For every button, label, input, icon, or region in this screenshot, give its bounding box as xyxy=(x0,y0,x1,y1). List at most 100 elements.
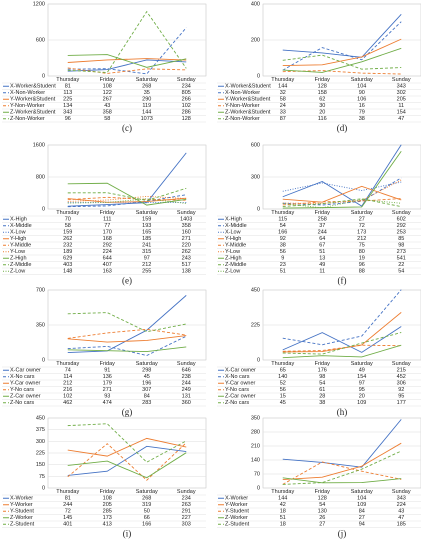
y-tick-label: 0 xyxy=(257,485,260,491)
x-tick-label: Friday xyxy=(315,77,331,83)
table-cell: 104 xyxy=(357,84,366,90)
x-tick-label: Sunday xyxy=(392,77,411,83)
y-tick-label: 0 xyxy=(42,357,45,363)
table-cell: 303 xyxy=(182,522,191,528)
series-line xyxy=(282,13,402,58)
legend-label: Y-Worker&Student xyxy=(225,97,271,103)
table-cell: 403 xyxy=(63,262,72,268)
series-line xyxy=(282,38,402,67)
table-cell: 401 xyxy=(63,522,72,528)
table-cell: 244 xyxy=(182,381,191,387)
table-cell: 51 xyxy=(280,515,286,521)
legend-label: Z-Car owner xyxy=(10,394,41,400)
table-cell: 462 xyxy=(63,400,72,406)
table-cell: 173 xyxy=(357,230,366,236)
table-cell: 158 xyxy=(318,90,327,96)
legend-label: Y-High xyxy=(10,236,26,242)
table-cell: 50 xyxy=(144,509,150,515)
table-cell: 130 xyxy=(318,509,327,515)
panel-label: (f) xyxy=(338,276,347,286)
table-cell: 644 xyxy=(103,256,112,262)
table-cell: 283 xyxy=(142,400,151,406)
series-line xyxy=(67,59,187,72)
table-cell: 35 xyxy=(144,90,150,96)
table-cell: 77 xyxy=(104,223,110,229)
series-line xyxy=(67,197,187,203)
table-cell: 56 xyxy=(280,387,286,393)
legend-label: Z-Worker xyxy=(225,515,248,521)
legend-label: X-Middle xyxy=(225,223,247,229)
y-tick-label: 0 xyxy=(42,73,45,79)
x-tick-label: Sunday xyxy=(177,489,196,495)
table-cell: 23 xyxy=(280,262,286,268)
table-cell: 81 xyxy=(65,496,71,502)
y-tick-label: 350 xyxy=(36,322,45,328)
panel-label: (h) xyxy=(337,407,348,417)
table-cell: 13 xyxy=(319,256,325,262)
y-tick-label: 140 xyxy=(251,457,260,463)
legend-label: X-Car owner xyxy=(10,368,41,374)
table-cell: 517 xyxy=(182,262,191,268)
x-tick-label: Friday xyxy=(100,210,116,216)
table-cell: 273 xyxy=(397,249,406,255)
table-cell: 74 xyxy=(65,368,71,374)
table-cell: 28 xyxy=(319,394,325,400)
table-cell: 271 xyxy=(182,236,191,242)
series-line xyxy=(67,423,187,463)
table-cell: 87 xyxy=(280,116,286,122)
table-cell: 286 xyxy=(182,110,191,116)
series-line xyxy=(282,419,402,468)
series-line xyxy=(67,27,187,75)
series-line xyxy=(282,450,402,485)
series-line xyxy=(67,452,187,479)
legend-label: Y-Worker&Student xyxy=(10,97,56,103)
table-cell: 72 xyxy=(65,509,71,515)
table-cell: 47 xyxy=(398,116,404,122)
legend-label: Z-Non-Worker xyxy=(10,116,45,122)
table-cell: 241 xyxy=(142,243,151,249)
table-cell: 61 xyxy=(319,387,325,393)
table-cell: 98 xyxy=(398,243,404,249)
table-cell: 1073 xyxy=(141,116,153,122)
series-line xyxy=(67,335,187,356)
panel-label: (d) xyxy=(337,123,348,133)
table-cell: 176 xyxy=(318,368,327,374)
x-tick-label: Thursday xyxy=(271,489,294,495)
table-cell: 292 xyxy=(103,243,112,249)
y-tick-label: 0 xyxy=(257,357,260,363)
table-cell: 232 xyxy=(63,243,72,249)
table-cell: 96 xyxy=(359,262,365,268)
legend-label: Z-High xyxy=(225,256,242,262)
table-cell: 9 xyxy=(281,256,284,262)
table-cell: 360 xyxy=(182,400,191,406)
y-tick-label: 600 xyxy=(251,142,260,148)
y-tick-label: 375 xyxy=(36,427,45,433)
table-cell: 54 xyxy=(319,381,325,387)
table-cell: 91 xyxy=(104,368,110,374)
table-cell: 97 xyxy=(144,256,150,262)
table-cell: 541 xyxy=(397,256,406,262)
x-tick-label: Friday xyxy=(315,489,331,495)
table-cell: 148 xyxy=(63,269,72,275)
series-line xyxy=(282,144,402,207)
legend-label: X-Non-Worker xyxy=(225,90,260,96)
table-cell: 343 xyxy=(63,110,72,116)
panel-label: (g) xyxy=(122,407,133,417)
table-cell: 159 xyxy=(142,217,151,223)
table-cell: 128 xyxy=(182,116,191,122)
table-cell: 58 xyxy=(280,97,286,103)
series-line xyxy=(282,344,402,359)
legend-label: Y-Worker xyxy=(10,502,33,508)
table-cell: 220 xyxy=(182,243,191,249)
x-tick-label: Sunday xyxy=(392,210,411,216)
table-cell: 629 xyxy=(63,256,72,262)
x-tick-label: Thursday xyxy=(56,210,79,216)
table-cell: 212 xyxy=(357,236,366,242)
x-tick-label: Friday xyxy=(100,489,116,495)
table-cell: 47 xyxy=(398,515,404,521)
legend-label: Z-Middle xyxy=(225,262,246,268)
legend-label: Z-Student xyxy=(10,522,35,528)
panel-label: (c) xyxy=(122,123,132,133)
table-cell: 54 xyxy=(319,502,325,508)
